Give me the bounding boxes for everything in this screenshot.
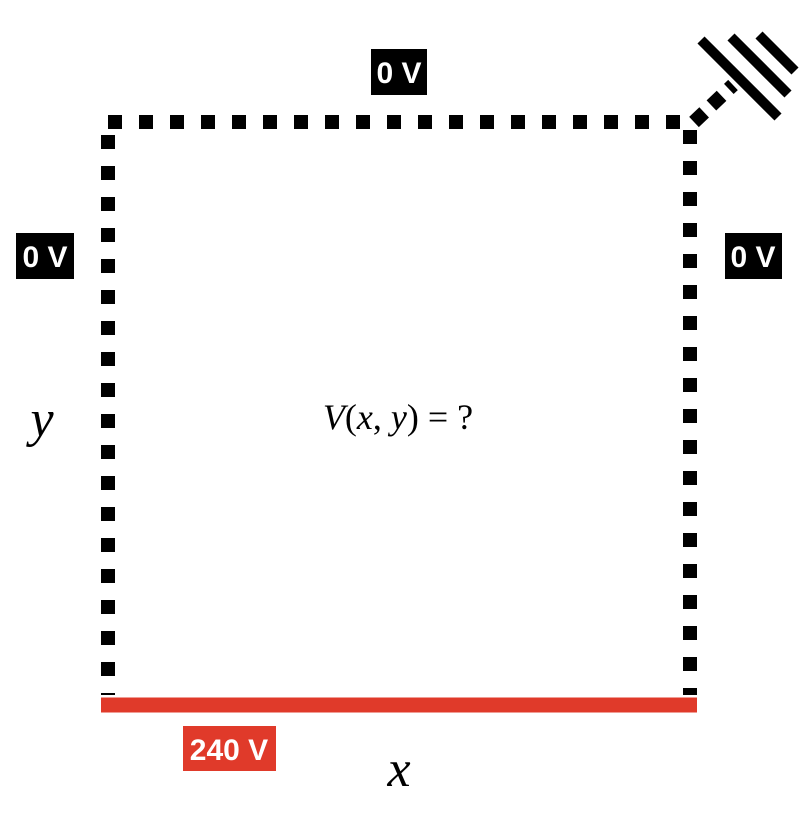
- right-boundary-label: 0 V: [725, 233, 782, 279]
- left-boundary-label: 0 V: [16, 233, 74, 279]
- question-rest: = ?: [419, 397, 473, 437]
- bottom-boundary-label: 240 V: [183, 726, 276, 771]
- right-boundary-label-text: 0 V: [730, 241, 775, 274]
- question-v: V: [323, 397, 349, 437]
- question-comma: ,: [373, 397, 391, 437]
- ground-symbol-icon: [697, 31, 799, 121]
- question-open-paren: (: [345, 397, 357, 437]
- x-axis-label: x: [386, 741, 410, 798]
- top-boundary-label-text: 0 V: [376, 57, 421, 90]
- question-y: y: [388, 397, 407, 437]
- question-close-paren: ): [407, 397, 419, 437]
- question-x: x: [356, 397, 373, 437]
- potential-question: V(x, y) = ?: [323, 397, 473, 437]
- y-axis-label: y: [25, 391, 54, 448]
- bottom-boundary-label-text: 240 V: [190, 734, 268, 767]
- left-boundary-label-text: 0 V: [22, 241, 67, 274]
- ground-connection: [689, 79, 738, 128]
- top-boundary-label: 0 V: [371, 49, 427, 95]
